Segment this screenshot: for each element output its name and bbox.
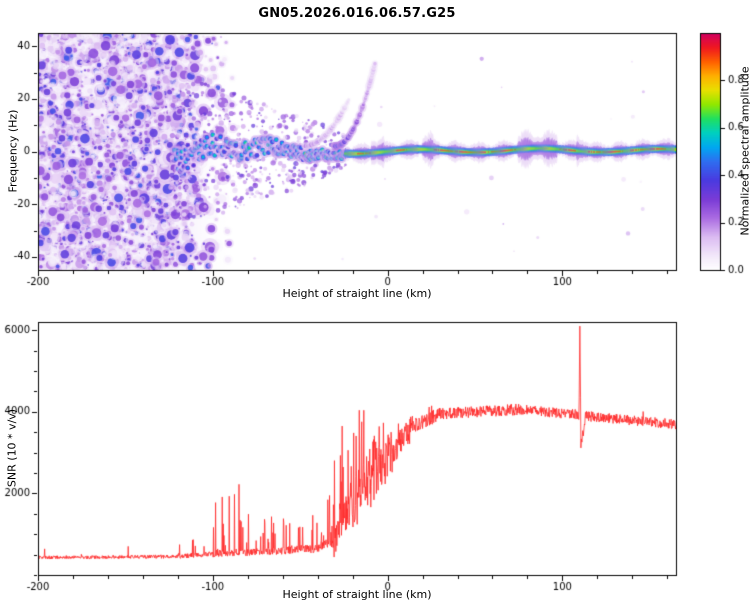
colorbar-label-text: Normalized spectral amplitude bbox=[738, 66, 750, 236]
snr-plot bbox=[0, 315, 690, 600]
snr-x-axis-title: Height of straight line (km) bbox=[282, 588, 432, 600]
figure-title: GN05.2026.016.06.57.G25 bbox=[258, 6, 456, 21]
spectrogram-x-axis-title: Height of straight line (km) bbox=[282, 287, 432, 300]
spectrogram-plot bbox=[0, 25, 690, 295]
colorbar bbox=[697, 25, 750, 295]
